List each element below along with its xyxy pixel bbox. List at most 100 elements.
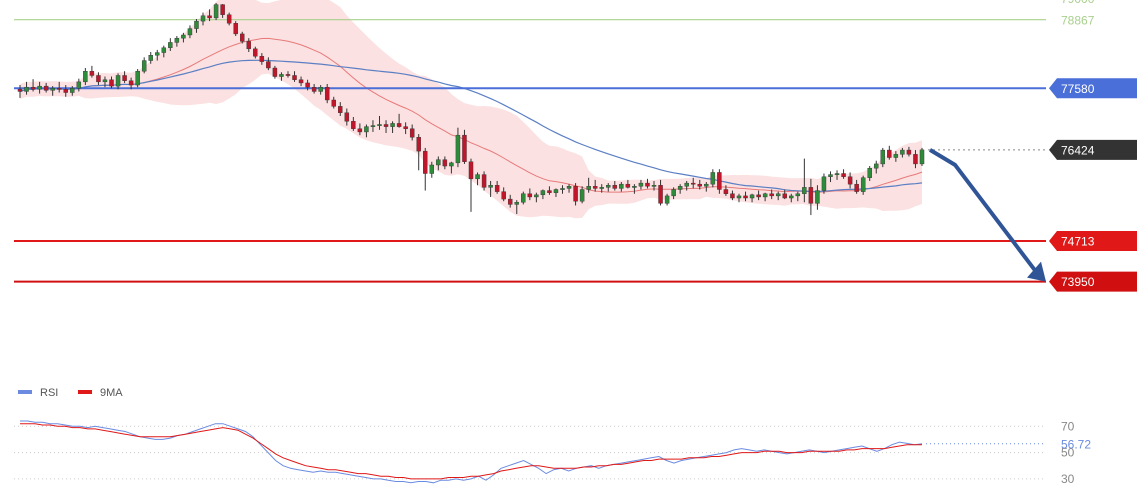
candle-body bbox=[311, 86, 317, 92]
candle-body bbox=[259, 56, 265, 62]
candle-body bbox=[651, 185, 657, 187]
candle-body bbox=[331, 99, 336, 107]
candle-body bbox=[194, 20, 199, 29]
candle-layer bbox=[17, 3, 925, 216]
candle-body bbox=[181, 34, 186, 39]
candle-body bbox=[521, 193, 526, 203]
candle-body bbox=[547, 190, 552, 193]
candle-body bbox=[540, 190, 546, 196]
candle-body bbox=[220, 4, 225, 15]
candle-body bbox=[704, 183, 709, 187]
candle-body bbox=[730, 193, 735, 199]
candle-body bbox=[37, 85, 42, 90]
candle-body bbox=[658, 185, 663, 204]
candle-body bbox=[834, 173, 840, 175]
candle-body bbox=[344, 112, 350, 122]
candle-body bbox=[409, 128, 415, 138]
candle-body bbox=[442, 159, 448, 167]
candle-body bbox=[671, 189, 676, 197]
candle-body bbox=[266, 61, 271, 69]
slow-ma-line bbox=[19, 59, 923, 193]
candle-body bbox=[684, 182, 689, 187]
top-partial-label: 79000 bbox=[1061, 0, 1095, 6]
bollinger-band bbox=[20, 0, 922, 219]
candle-body bbox=[436, 159, 441, 166]
candle-body bbox=[612, 185, 618, 189]
candle-body bbox=[246, 41, 251, 50]
candle-body bbox=[200, 15, 206, 22]
candle-body bbox=[128, 80, 134, 86]
candle-body bbox=[285, 74, 291, 76]
candle-body bbox=[736, 195, 742, 199]
forecast-arrow-head bbox=[1027, 261, 1046, 282]
candle-body bbox=[56, 88, 62, 90]
rsi-ma-line bbox=[20, 423, 922, 480]
candle-body bbox=[43, 85, 49, 91]
candle-body bbox=[501, 191, 506, 200]
candle-body bbox=[481, 174, 487, 188]
candle-body bbox=[795, 193, 801, 197]
candle-body bbox=[468, 161, 474, 180]
candle-body bbox=[697, 183, 702, 187]
candle-body bbox=[802, 187, 807, 194]
candle-body bbox=[370, 125, 376, 127]
candle-body bbox=[632, 186, 637, 188]
legend-label: 9MA bbox=[100, 387, 123, 399]
candle-body bbox=[102, 79, 108, 83]
candle-body bbox=[534, 194, 539, 198]
candle-body bbox=[338, 106, 343, 113]
legend-swatch bbox=[18, 390, 32, 394]
candle-body bbox=[226, 14, 232, 24]
candle-body bbox=[207, 15, 212, 19]
level-label: 76424 bbox=[1061, 143, 1095, 157]
candle-body bbox=[789, 195, 794, 199]
level-tag bbox=[1049, 271, 1137, 292]
candle-body bbox=[383, 124, 389, 127]
axis-labels: 78867 77580 76424 74713 73950 79000 bbox=[1049, 0, 1137, 292]
candle-body bbox=[625, 183, 631, 188]
candle-body bbox=[161, 47, 167, 53]
forecast-arrow bbox=[928, 148, 1046, 282]
candle-body bbox=[507, 198, 513, 205]
candle-body bbox=[887, 149, 892, 158]
candle-body bbox=[305, 82, 310, 88]
candle-body bbox=[403, 126, 408, 129]
candle-body bbox=[606, 185, 611, 188]
candle-body bbox=[70, 88, 75, 93]
candle-body bbox=[867, 167, 872, 178]
candle-body bbox=[115, 75, 121, 87]
candle-body bbox=[174, 37, 180, 43]
candle-body bbox=[351, 121, 356, 129]
candle-body bbox=[240, 33, 245, 42]
candle-body bbox=[17, 89, 23, 92]
candle-body bbox=[63, 89, 68, 93]
candle-body bbox=[30, 86, 36, 90]
candle-body bbox=[638, 182, 644, 187]
level-label: 73950 bbox=[1061, 275, 1095, 289]
candle-body bbox=[841, 173, 846, 177]
candle-body bbox=[815, 190, 820, 204]
candle-body bbox=[828, 174, 833, 177]
candle-body bbox=[808, 187, 814, 204]
level-tag bbox=[1049, 231, 1137, 252]
candle-body bbox=[821, 176, 827, 191]
candle-body bbox=[691, 182, 696, 185]
candle-body bbox=[782, 193, 787, 199]
candle-body bbox=[24, 86, 29, 92]
candle-body bbox=[213, 4, 219, 19]
candle-body bbox=[579, 189, 585, 202]
candle-body bbox=[710, 172, 716, 185]
candle-body bbox=[96, 75, 101, 83]
level-tag bbox=[1049, 139, 1137, 160]
candle-body bbox=[488, 185, 493, 188]
legend-label: RSI bbox=[40, 387, 58, 399]
candle-body bbox=[364, 126, 369, 133]
candle-body bbox=[390, 123, 395, 127]
candle-body bbox=[566, 186, 572, 189]
candle-body bbox=[76, 81, 82, 89]
candle-body bbox=[919, 149, 925, 165]
candle-body bbox=[292, 75, 297, 80]
candle-body bbox=[893, 154, 899, 158]
candle-body bbox=[83, 71, 88, 83]
candle-body bbox=[318, 86, 323, 92]
